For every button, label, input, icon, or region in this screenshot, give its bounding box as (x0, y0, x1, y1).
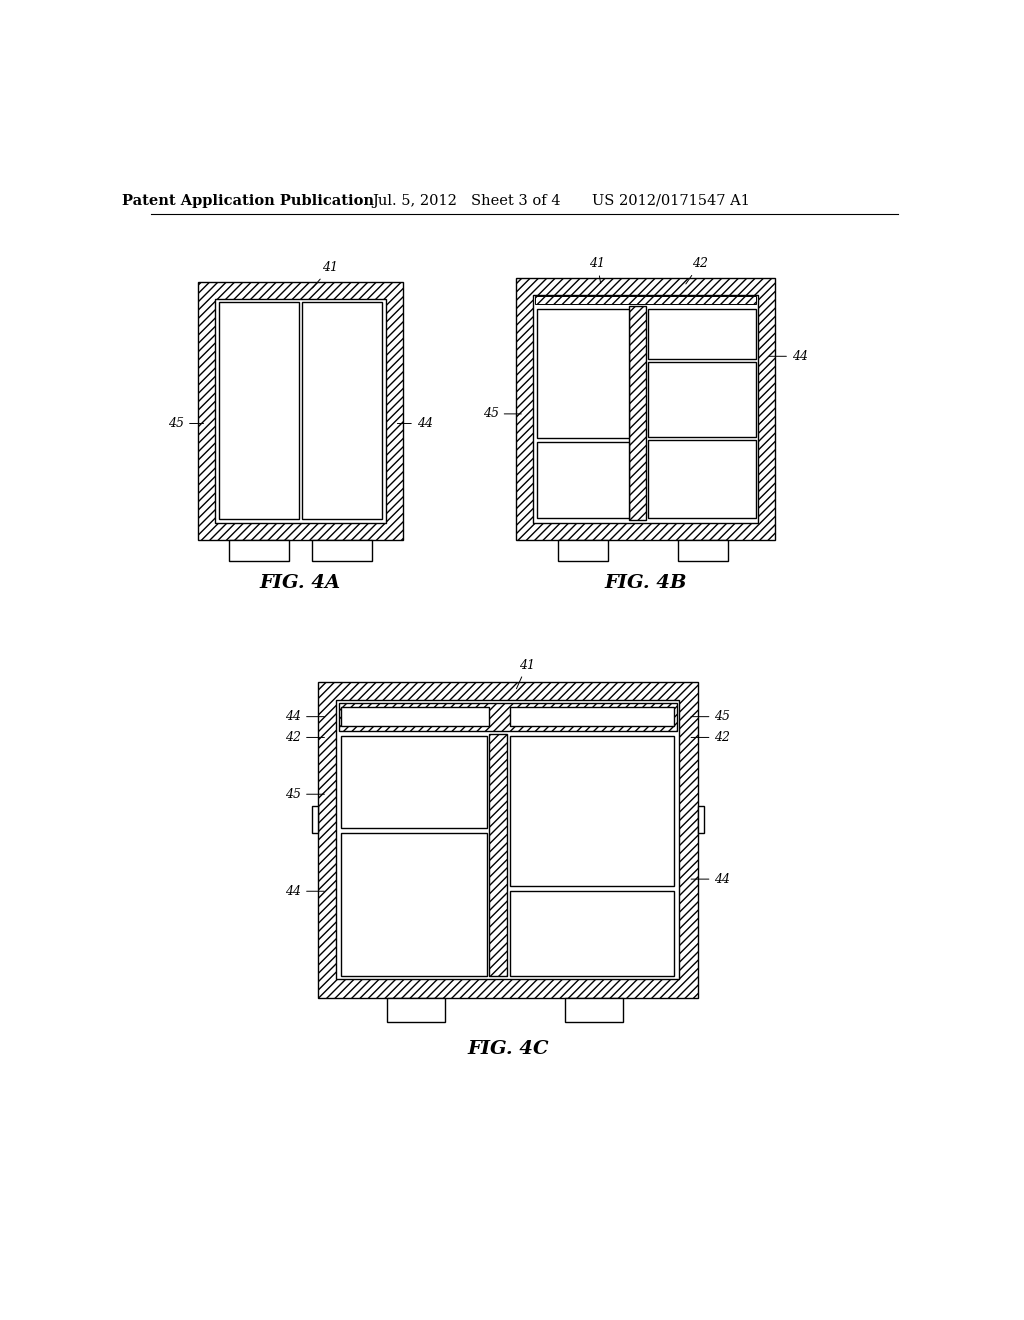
Text: 45: 45 (482, 408, 521, 420)
Bar (648, 309, 756, 359)
Text: Patent Application Publication: Patent Application Publication (122, 194, 374, 207)
Text: 42: 42 (686, 257, 708, 284)
Text: 42: 42 (691, 731, 730, 744)
Bar (311, 807, 317, 833)
Text: 45: 45 (285, 788, 325, 801)
Bar (341, 708, 488, 726)
Bar (228, 540, 289, 561)
Bar (341, 737, 486, 828)
Bar (339, 702, 677, 730)
Text: FIG. 4A: FIG. 4A (260, 574, 341, 591)
Bar (510, 708, 675, 726)
Bar (538, 309, 629, 438)
Text: 41: 41 (312, 261, 338, 288)
Bar (387, 998, 445, 1022)
Bar (317, 682, 697, 998)
Bar (219, 302, 299, 519)
Bar (515, 277, 775, 540)
Text: 45: 45 (168, 417, 204, 430)
Bar (535, 296, 756, 304)
Text: 44: 44 (769, 350, 808, 363)
Text: 44: 44 (285, 710, 325, 723)
Bar (648, 362, 756, 437)
Bar (510, 737, 675, 886)
Bar (215, 298, 386, 523)
Text: FIG. 4B: FIG. 4B (604, 574, 686, 591)
Text: Jul. 5, 2012: Jul. 5, 2012 (373, 194, 457, 207)
Text: FIG. 4C: FIG. 4C (467, 1040, 549, 1059)
Bar (565, 998, 624, 1022)
Text: 41: 41 (516, 659, 535, 689)
Text: 41: 41 (589, 257, 605, 284)
Text: Sheet 3 of 4: Sheet 3 of 4 (471, 194, 560, 207)
Bar (538, 442, 629, 517)
Bar (629, 306, 646, 520)
Bar (198, 281, 403, 540)
Text: 44: 44 (397, 417, 433, 430)
Bar (337, 701, 679, 979)
Bar (532, 294, 758, 523)
Text: 44: 44 (285, 884, 325, 898)
Text: 42: 42 (285, 731, 325, 744)
Bar (302, 302, 382, 519)
Bar (510, 891, 675, 977)
Bar (488, 734, 508, 977)
Bar (312, 540, 372, 561)
Bar (697, 807, 703, 833)
Bar (648, 441, 756, 517)
Text: 45: 45 (691, 710, 730, 723)
Bar (341, 833, 486, 977)
Bar (558, 540, 608, 561)
Bar (678, 540, 728, 561)
Text: US 2012/0171547 A1: US 2012/0171547 A1 (592, 194, 750, 207)
Text: 44: 44 (691, 873, 730, 886)
